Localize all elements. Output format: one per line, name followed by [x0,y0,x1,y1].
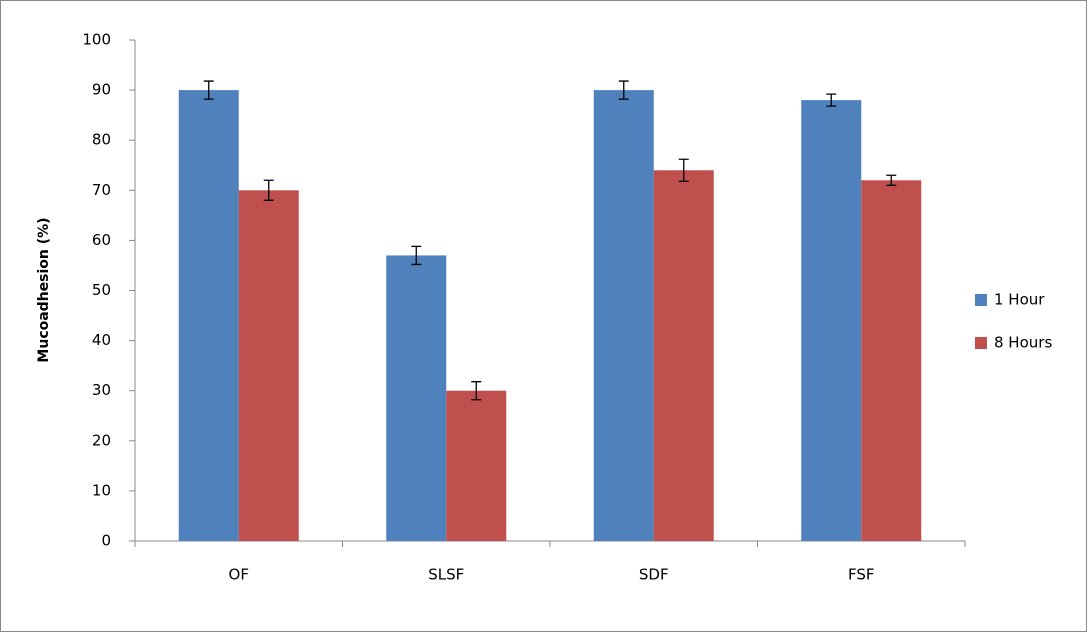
error-bar [263,179,274,201]
bar [801,100,862,542]
error-bar [203,80,214,100]
y-tick-label: 50 [92,281,111,299]
y-tick-label: 30 [92,381,111,399]
y-tick-label: 90 [92,81,111,99]
y-tick-label: 100 [82,31,111,49]
y-tick-label: 10 [92,481,111,499]
legend-label: 1 Hour [994,291,1045,309]
y-tick-label: 20 [92,431,111,449]
legend-swatch [975,294,987,306]
bar [446,390,507,541]
x-tick-label: SDF [639,566,669,584]
error-bar [886,174,897,186]
bar [386,255,447,541]
error-bar [618,80,629,100]
y-tick-label: 80 [92,131,111,149]
bar [238,190,299,542]
bar [593,90,654,541]
error-bar [471,381,482,401]
error-bar [678,158,689,182]
y-tick-label: 70 [92,181,111,199]
bar [178,90,239,541]
legend-swatch [975,337,987,349]
x-tick-label: OF [229,566,249,584]
legend-label: 8 Hours [994,334,1052,352]
error-bar [826,93,837,107]
bar [653,170,714,541]
y-tick-label: 0 [101,532,111,550]
x-tick-label: SLSF [428,566,464,584]
x-tick-label: FSF [848,566,875,584]
y-axis-label: Mucoadhesion (%) [36,217,52,362]
y-tick-label: 40 [92,331,111,349]
y-tick-label: 60 [92,231,111,249]
bar [861,180,922,541]
error-bar [411,245,422,266]
